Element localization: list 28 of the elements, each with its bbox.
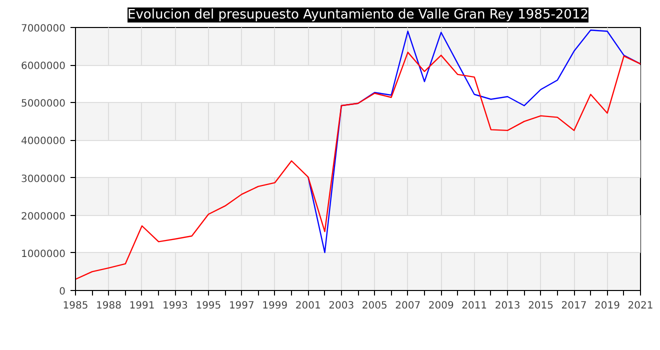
line-series [76, 52, 640, 280]
chart-title: Evolucion del presupuesto Ayuntamiento de Valle Gran Rey 1985-2012 [128, 8, 588, 22]
x-tick-label: 2011 [462, 300, 488, 312]
x-tick-label: 2015 [528, 300, 554, 312]
y-tick-label: 0 [59, 286, 66, 298]
x-tick-label: 2003 [328, 300, 354, 312]
y-tick-label: 6000000 [20, 61, 66, 72]
x-tick-label: 2017 [561, 300, 587, 312]
x-tick-label: 2019 [594, 300, 620, 312]
y-tick-label: 7000000 [20, 24, 66, 34]
x-tick-label: 1997 [228, 300, 254, 312]
x-tick-label: 2005 [362, 300, 388, 312]
y-tick-label: 1000000 [20, 248, 66, 260]
y-tick-label: 4000000 [20, 136, 66, 148]
y-tick-label: 3000000 [20, 174, 66, 185]
x-tick-label: 2007 [395, 300, 421, 312]
x-tick-label: 1999 [262, 300, 288, 312]
x-tick-label: 2021 [628, 300, 654, 312]
x-tick-label: 1985 [62, 300, 88, 312]
x-tick-label: 1988 [96, 300, 122, 312]
x-tick-label: 1991 [129, 300, 155, 312]
x-tick-label: 2001 [295, 300, 321, 312]
y-tick-label: 2000000 [20, 211, 66, 222]
x-tick-label: 2013 [494, 300, 520, 312]
x-tick-label: 2009 [428, 300, 454, 312]
x-tick-label: 1995 [196, 300, 222, 312]
y-tick-label: 5000000 [20, 98, 66, 110]
x-tick-label: 1993 [162, 300, 188, 312]
